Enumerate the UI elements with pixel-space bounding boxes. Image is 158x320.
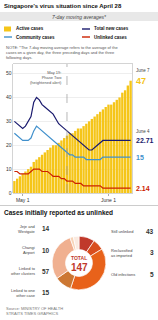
svg-text:Cases initially reported as un: Cases initially reported as unlinked bbox=[4, 209, 113, 217]
svg-text:50: 50 bbox=[6, 70, 12, 76]
svg-text:7-day moving averages*: 7-day moving averages* bbox=[52, 14, 107, 20]
svg-text:15: 15 bbox=[42, 289, 50, 296]
svg-text:Singapore’s virus situation si: Singapore’s virus situation since April … bbox=[4, 3, 122, 9]
svg-text:June 1: June 1 bbox=[101, 197, 116, 203]
svg-text:30: 30 bbox=[6, 118, 12, 124]
svg-text:40: 40 bbox=[6, 94, 12, 100]
svg-text:ChangiAirport: ChangiAirport bbox=[22, 245, 36, 255]
svg-text:43: 43 bbox=[146, 228, 154, 235]
svg-text:2.14: 2.14 bbox=[136, 185, 150, 192]
svg-text:Linked toother clusters: Linked toother clusters bbox=[11, 266, 36, 276]
svg-text:Old infections: Old infections bbox=[111, 272, 135, 277]
svg-text:Unlinked cases: Unlinked cases bbox=[94, 35, 127, 40]
svg-text:Linked to oneother case: Linked to oneother case bbox=[11, 288, 36, 298]
svg-text:Active cases: Active cases bbox=[16, 26, 44, 31]
svg-text:Still unlinked: Still unlinked bbox=[111, 229, 133, 234]
svg-text:5: 5 bbox=[150, 271, 154, 278]
svg-text:Reclassifiedas imported: Reclassifiedas imported bbox=[111, 248, 133, 258]
svg-text:May 1: May 1 bbox=[16, 197, 30, 203]
svg-text:3: 3 bbox=[150, 249, 154, 256]
svg-text:0: 0 bbox=[9, 190, 12, 196]
svg-text:22.71: 22.71 bbox=[136, 137, 154, 144]
svg-text:47: 47 bbox=[136, 76, 146, 86]
svg-text:10: 10 bbox=[6, 166, 12, 172]
svg-text:TOTAL: TOTAL bbox=[71, 255, 87, 261]
svg-text:147: 147 bbox=[71, 262, 88, 273]
svg-text:14: 14 bbox=[42, 225, 50, 232]
svg-text:15: 15 bbox=[136, 154, 144, 161]
svg-text:10: 10 bbox=[42, 247, 50, 254]
svg-text:Community cases: Community cases bbox=[16, 35, 55, 40]
svg-text:NOTE: *The 7-day moving averag: NOTE: *The 7-day moving average refers t… bbox=[6, 45, 118, 60]
svg-text:Jeje andWestgate: Jeje andWestgate bbox=[18, 224, 36, 234]
svg-text:June 7: June 7 bbox=[136, 68, 150, 73]
svg-text:57: 57 bbox=[42, 268, 50, 275]
svg-text:June 4: June 4 bbox=[136, 129, 150, 134]
svg-text:Source: MINISTRY OF HEALTHSTRA: Source: MINISTRY OF HEALTHSTRAITS TIMES … bbox=[6, 306, 63, 316]
svg-text:20: 20 bbox=[6, 142, 12, 148]
svg-text:Total new cases: Total new cases bbox=[94, 26, 129, 31]
svg-text:May 19:Phase Two(heightened al: May 19:Phase Two(heightened alert) bbox=[30, 70, 62, 85]
